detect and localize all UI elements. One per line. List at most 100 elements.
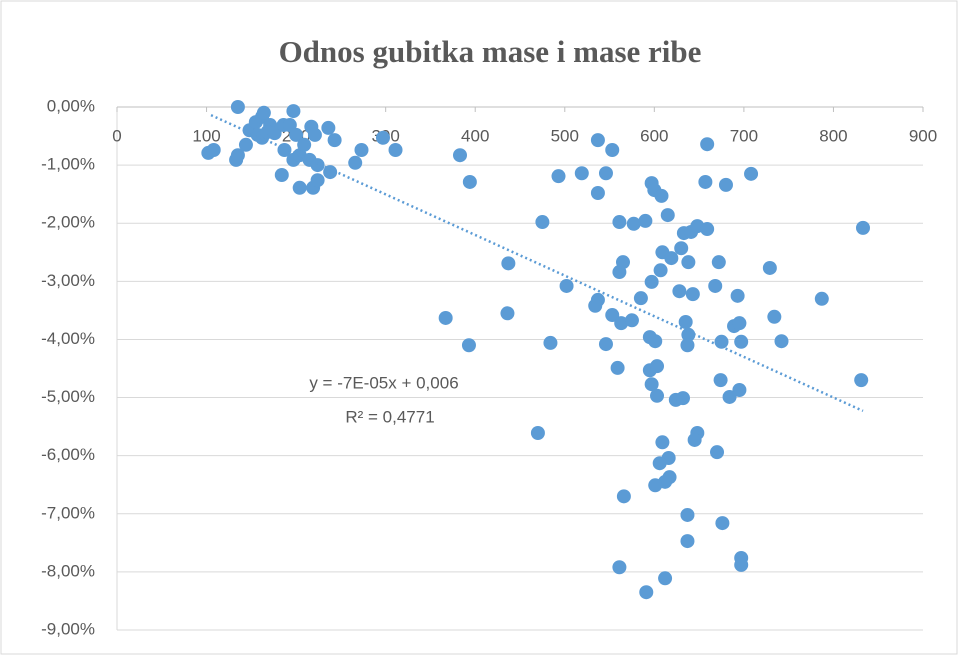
point xyxy=(681,255,696,270)
point xyxy=(698,174,713,189)
point xyxy=(774,334,789,349)
point xyxy=(700,137,715,152)
point xyxy=(289,127,304,142)
point xyxy=(388,143,403,158)
point xyxy=(452,148,467,163)
point xyxy=(660,208,675,223)
point xyxy=(711,255,726,270)
point xyxy=(297,137,312,152)
point xyxy=(256,105,271,120)
point xyxy=(734,557,749,572)
point xyxy=(653,263,668,278)
point xyxy=(680,338,695,353)
point xyxy=(267,126,282,141)
y-tick-label: -5,00% xyxy=(41,387,95,406)
point xyxy=(687,432,702,447)
point xyxy=(310,158,325,173)
y-tick-label: -2,00% xyxy=(41,213,95,232)
point xyxy=(644,377,659,392)
point xyxy=(307,127,322,142)
point xyxy=(638,213,653,228)
point xyxy=(612,560,627,575)
point xyxy=(590,133,605,148)
x-tick-label: 100 xyxy=(192,126,220,145)
point xyxy=(722,389,737,404)
point xyxy=(674,241,689,256)
point xyxy=(327,133,342,148)
point xyxy=(614,316,629,331)
point xyxy=(500,306,515,321)
chart-title: Odnos gubitka mase i mase ribe xyxy=(279,34,702,69)
point xyxy=(680,507,695,522)
y-tick-label: -6,00% xyxy=(41,445,95,464)
trend-equation: y = -7E-05x + 0,006 xyxy=(309,373,458,392)
point xyxy=(718,177,733,192)
point xyxy=(310,173,325,188)
y-tick-label: -9,00% xyxy=(41,619,95,638)
point xyxy=(624,313,639,328)
point xyxy=(238,137,253,152)
point xyxy=(664,251,679,266)
point xyxy=(744,166,759,181)
y-tick-label: -4,00% xyxy=(41,329,95,348)
point xyxy=(588,298,603,313)
point xyxy=(530,426,545,441)
point xyxy=(734,334,749,349)
point xyxy=(551,169,566,184)
point xyxy=(590,186,605,201)
point xyxy=(713,373,728,388)
point xyxy=(655,435,670,450)
point xyxy=(605,143,620,158)
point xyxy=(675,391,690,406)
point xyxy=(461,338,476,353)
x-tick-label: 700 xyxy=(730,126,758,145)
point xyxy=(612,215,627,230)
point xyxy=(639,585,654,600)
point xyxy=(574,166,589,181)
point xyxy=(375,130,390,145)
point xyxy=(633,291,648,306)
point xyxy=(543,335,558,350)
x-tick-label: 800 xyxy=(819,126,847,145)
point xyxy=(598,337,613,352)
point xyxy=(730,288,745,303)
point xyxy=(535,215,550,230)
y-tick-label: 0,00% xyxy=(47,96,95,115)
point xyxy=(732,316,747,331)
point xyxy=(615,255,630,270)
point xyxy=(680,534,695,549)
point xyxy=(648,478,663,493)
point xyxy=(715,516,730,531)
point xyxy=(610,360,625,375)
point xyxy=(650,359,665,374)
point xyxy=(685,287,700,302)
point xyxy=(814,291,829,306)
point xyxy=(616,489,631,504)
point xyxy=(654,188,669,203)
point xyxy=(206,143,221,158)
point xyxy=(462,174,477,189)
point xyxy=(348,155,363,170)
point xyxy=(354,143,369,158)
trendline xyxy=(210,113,864,413)
point xyxy=(732,383,747,398)
point xyxy=(658,571,673,586)
x-tick-label: 900 xyxy=(909,126,937,145)
y-tick-label: -1,00% xyxy=(41,155,95,174)
point xyxy=(672,284,687,299)
x-tick-label: 500 xyxy=(551,126,579,145)
point xyxy=(323,165,338,180)
point xyxy=(708,278,723,293)
point xyxy=(710,445,725,460)
point xyxy=(292,180,307,195)
y-tick-label: -3,00% xyxy=(41,271,95,290)
point xyxy=(700,222,715,237)
y-tick-label: -7,00% xyxy=(41,503,95,522)
point xyxy=(855,220,870,235)
point xyxy=(644,274,659,289)
x-tick-label: 400 xyxy=(461,126,489,145)
point xyxy=(286,104,301,119)
point xyxy=(648,334,663,349)
